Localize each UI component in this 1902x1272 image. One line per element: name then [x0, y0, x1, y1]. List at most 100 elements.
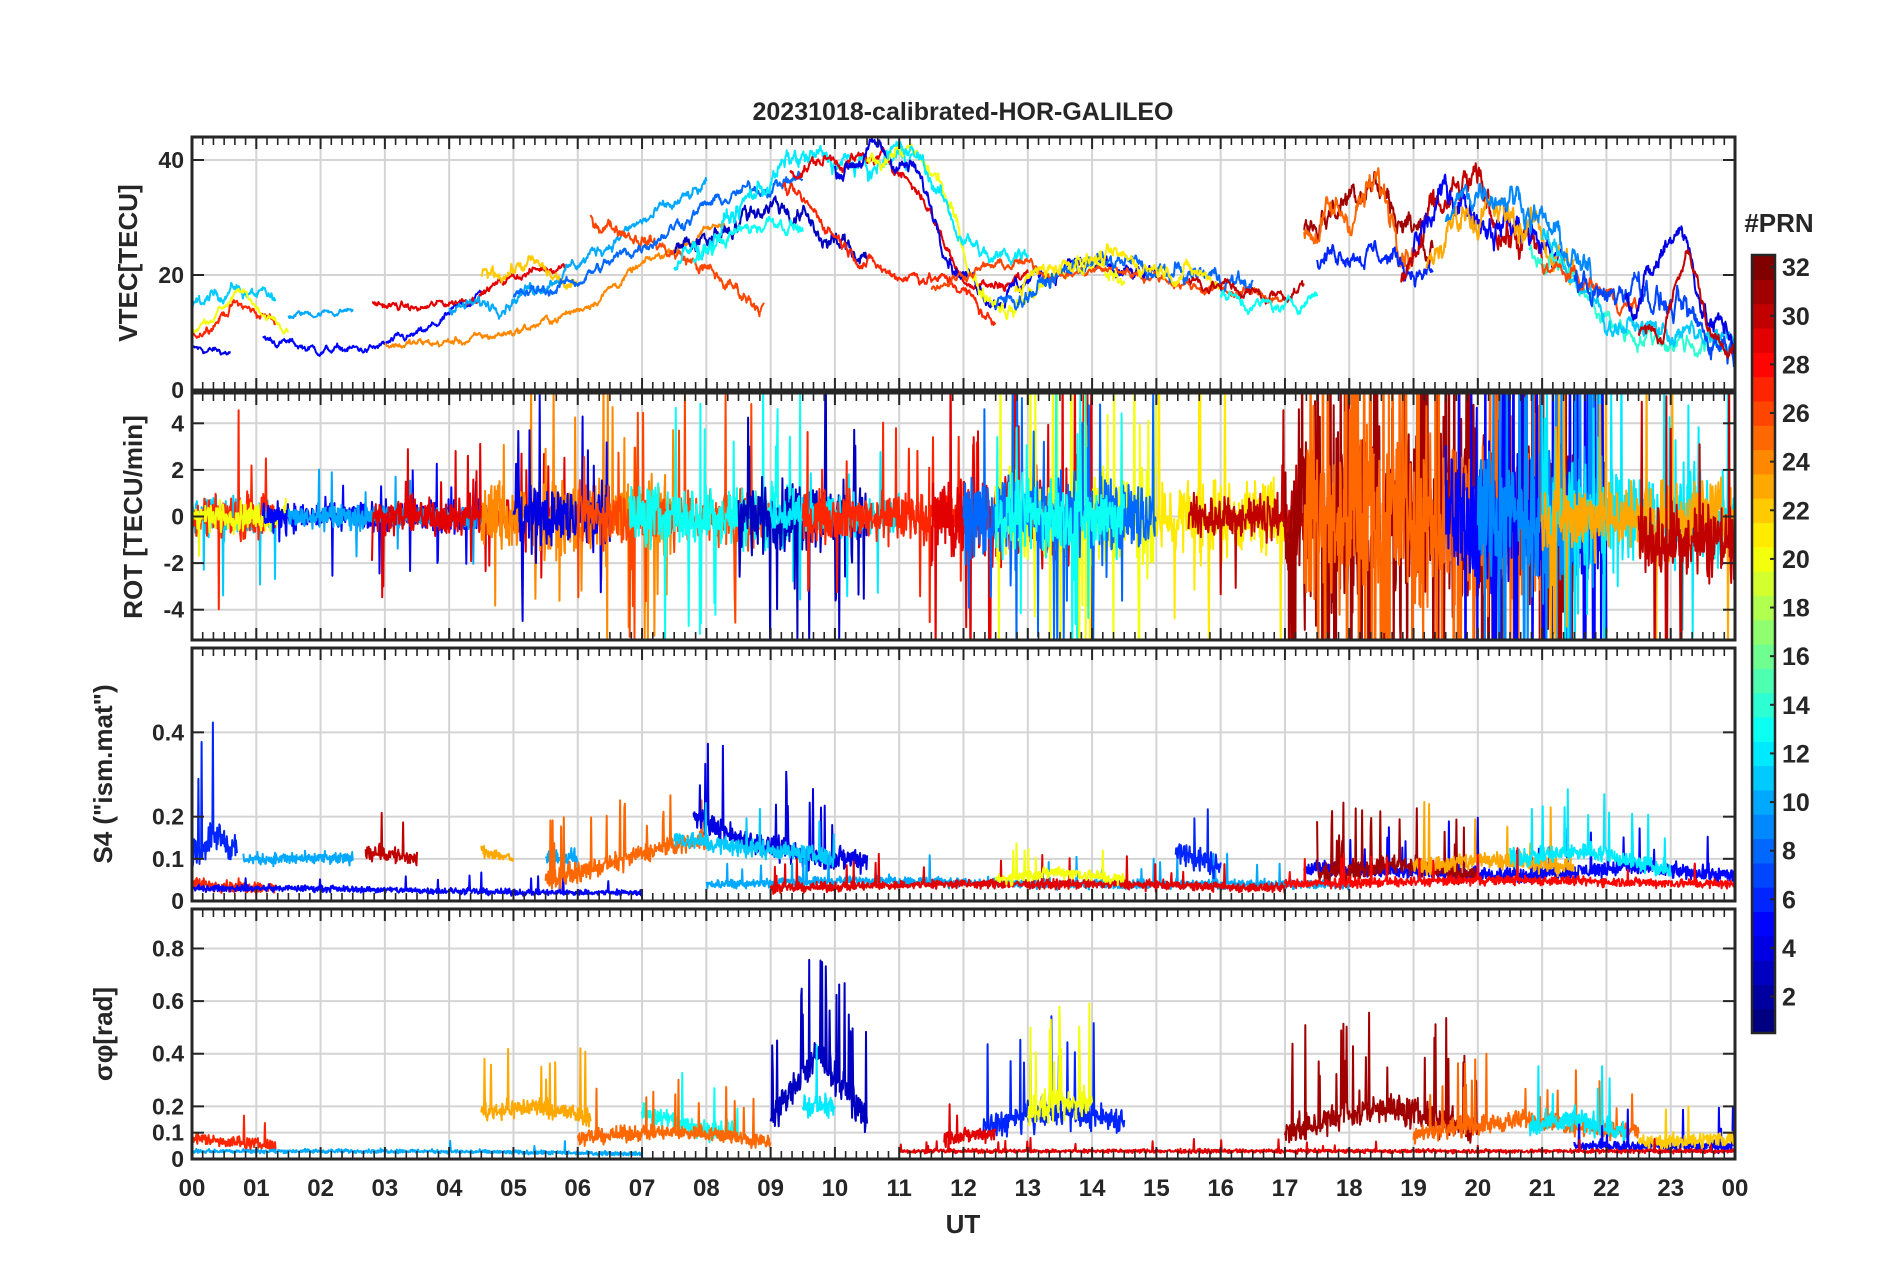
series-prn-12	[801, 1044, 836, 1119]
series-prn-26	[1541, 261, 1640, 317]
colorbar-segment	[1752, 595, 1775, 621]
series-prn-20	[994, 842, 1126, 887]
x-tick-label: 01	[243, 1175, 270, 1202]
y-tick-label: 0.4	[152, 719, 184, 745]
colorbar-tick-label: 14	[1782, 692, 1810, 720]
series-prn-7	[1573, 269, 1735, 368]
series-prn-5	[262, 289, 483, 357]
colorbar: #PRN 32 30 28 26 24 22 20 18 16 14 12 10 8 6 4 2	[1744, 208, 1814, 1035]
series-prn-28	[1284, 847, 1735, 890]
x-tick-label: 11	[887, 1175, 912, 1202]
series-prn-12	[1528, 1065, 1627, 1144]
y-tick-label: 2	[171, 457, 184, 483]
colorbar-tick-label: 18	[1782, 595, 1810, 623]
x-tick-labels: 00 01 02 03 04 05 06 07 08 09 10 11 12 13 14 15 16 17 18 19…	[179, 1175, 1749, 1202]
y-tick-label: 0.2	[152, 1093, 184, 1119]
series-prn-12	[1509, 788, 1672, 877]
colorbar-segment	[1752, 887, 1775, 913]
colorbar-tick-label: 26	[1782, 400, 1810, 428]
x-tick-label: 19	[1400, 1175, 1427, 1202]
x-tick-label: 06	[564, 1175, 591, 1202]
series-prn-23	[1541, 393, 1735, 640]
series-prn-10	[287, 307, 354, 320]
y-tick-label: -2	[164, 550, 184, 576]
series-prn-12	[885, 140, 1029, 266]
series-prn-27	[192, 1114, 277, 1152]
colorbar-segment	[1752, 279, 1775, 305]
x-tick-label: 09	[757, 1175, 784, 1202]
x-tick-label: 08	[693, 1175, 720, 1202]
colorbar-tick-label: 20	[1782, 546, 1810, 574]
x-tick-label: 10	[822, 1175, 849, 1202]
series-prn-27	[192, 877, 277, 896]
x-tick-label: 20	[1464, 1175, 1491, 1202]
colorbar-segment	[1752, 546, 1775, 572]
series-prn-30	[1637, 248, 1735, 359]
series-prn-21	[1013, 243, 1222, 298]
y-tick-label: 0	[171, 1146, 184, 1172]
series-prn-25	[576, 1078, 772, 1150]
ylabel-sigphi: σφ[rad]	[88, 987, 118, 1081]
series-prn-3	[769, 958, 869, 1134]
x-tick-label: 00	[1722, 1175, 1749, 1202]
x-tick-label: 15	[1143, 1175, 1170, 1202]
y-tick-label: 0.1	[152, 846, 184, 872]
series-prn-4	[1624, 225, 1735, 354]
panel-s4: 0 0.1 0.2 0.4 S4 ("ism.mat")	[88, 646, 1737, 914]
colorbar-segment	[1752, 619, 1775, 645]
series-prn-13	[692, 215, 804, 264]
series-prn-11	[673, 802, 836, 868]
y-tick-label: -4	[164, 597, 185, 623]
series-prn-23	[480, 845, 515, 862]
y-tick-label: 0.1	[152, 1120, 184, 1146]
series-prn-4	[512, 393, 611, 622]
colorbar-tick-label: 10	[1782, 789, 1810, 817]
x-tick-label: 05	[500, 1175, 527, 1202]
series-prn-24	[384, 222, 727, 349]
ylabel-vtec: VTEC[TECU]	[113, 184, 143, 341]
colorbar-segment	[1752, 352, 1775, 378]
colorbar-segment	[1752, 911, 1775, 937]
colorbar-segment	[1752, 960, 1775, 985]
series-prn-6	[192, 721, 238, 874]
x-tick-label: 18	[1336, 1175, 1363, 1202]
x-tick-label: 16	[1207, 1175, 1234, 1202]
colorbar-tick-label: 6	[1782, 886, 1796, 914]
panel-sigphi-frame	[190, 907, 1737, 1161]
series-prn-6	[1316, 239, 1434, 288]
colorbar-segment	[1752, 449, 1775, 475]
colorbar-tick-label: 24	[1782, 449, 1810, 477]
colorbar-ticks: 32 30 28 26 24 22 20 18 16 14 12 10 8 6 4 2	[1770, 254, 1810, 1012]
panel-rot-frame	[190, 391, 1737, 642]
x-axis-label: UT	[946, 1209, 981, 1239]
series-prn-12	[673, 144, 914, 271]
x-tick-label: 04	[436, 1175, 463, 1202]
colorbar-segment	[1752, 984, 1775, 1010]
series-prn-5	[192, 870, 643, 897]
series-prn-8	[994, 251, 1254, 311]
series-prn-10	[242, 849, 354, 868]
colorbar-segment	[1752, 1008, 1775, 1034]
colorbar-segment	[1752, 376, 1775, 402]
y-tick-label: 0.4	[152, 1041, 184, 1067]
colorbar-segment	[1752, 644, 1775, 669]
colorbar-segment	[1752, 789, 1775, 815]
panel-vtec: 0 20 40 VTEC[TECU]	[113, 135, 1737, 403]
x-tick-label: 12	[950, 1175, 977, 1202]
y-tick-label: 0	[171, 888, 184, 914]
x-tick-label: 03	[372, 1175, 399, 1202]
x-tick-label: 00	[179, 1175, 206, 1202]
colorbar-tick-label: 30	[1782, 303, 1810, 331]
colorbar-segment	[1752, 327, 1775, 353]
x-tick-label: 23	[1657, 1175, 1684, 1202]
colorbar-tick-label: 8	[1782, 838, 1796, 866]
colorbar-segment	[1752, 814, 1775, 840]
colorbar-gradient	[1752, 255, 1775, 1034]
series-prn-25	[1303, 167, 1415, 270]
colorbar-segment	[1752, 692, 1775, 718]
x-tick-label: 17	[1272, 1175, 1299, 1202]
series-prn-30	[1188, 276, 1305, 305]
x-tick-label: 07	[629, 1175, 656, 1202]
colorbar-tick-label: 4	[1782, 935, 1796, 963]
x-tick-label: 13	[1014, 1175, 1041, 1202]
